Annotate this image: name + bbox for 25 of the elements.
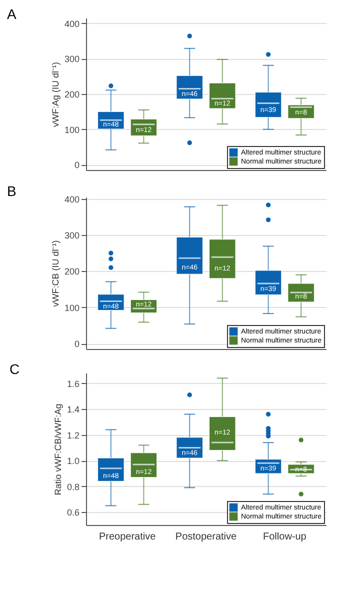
chart-title: C	[9, 361, 20, 377]
y-axis-title: Ratio vWF:CB/vWF:Ag	[52, 404, 63, 496]
y-tick-label: 100	[64, 124, 80, 135]
y-tick-label: 200	[64, 90, 80, 100]
y-axis-title: vWF:CB (IU dl⁻¹)	[50, 240, 60, 307]
x-tick-label: Follow-up	[263, 532, 307, 542]
x-tick-label: Postoperative	[175, 532, 238, 542]
y-axis-title: vWF:Ag (IU dl⁻¹)	[50, 62, 60, 127]
y-tick-label: 0.8	[66, 482, 80, 492]
y-tick-label: 400	[64, 194, 80, 204]
x-tick-label: Preoperative	[98, 532, 156, 542]
y-tick-label: 0.6	[66, 508, 80, 518]
y-tick-label: 1.0	[66, 456, 80, 466]
y-tick-label: 400	[64, 18, 80, 29]
y-tick-label: 200	[64, 266, 80, 277]
y-tick-label: 1.4	[66, 404, 80, 415]
y-tick-label: 0	[74, 160, 80, 170]
y-tick-label: 0	[74, 339, 80, 350]
y-tick-label: 300	[64, 54, 80, 64]
y-tick-label: 1.2	[66, 430, 80, 440]
y-tick-label: 1.6	[66, 378, 80, 389]
chart-title: A	[6, 6, 17, 22]
chart-title: B	[6, 182, 16, 199]
y-tick-label: 100	[64, 302, 80, 313]
y-tick-label: 300	[64, 230, 80, 240]
